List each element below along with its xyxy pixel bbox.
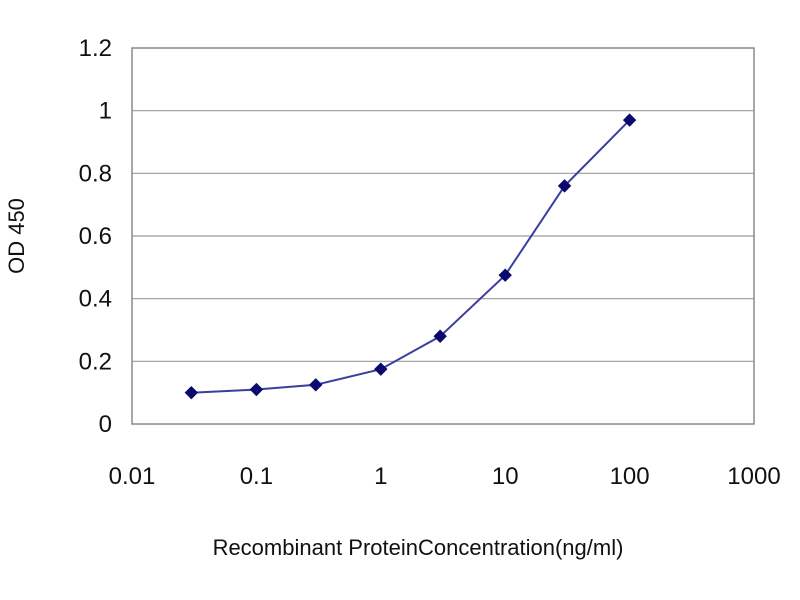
y-tick-label: 0.8 (79, 160, 112, 187)
x-axis-title: Recombinant ProteinConcentration(ng/ml) (213, 535, 624, 560)
y-tick-label: 1.2 (79, 35, 112, 62)
series-line (191, 119, 631, 394)
x-tick-label: 10 (492, 463, 519, 490)
y-tick-label: 0 (99, 411, 112, 438)
x-tick-label: 0.01 (109, 463, 156, 490)
y-tick-label: 1 (99, 98, 112, 125)
x-tick-label: 0.1 (240, 463, 273, 490)
x-tick-label: 1 (374, 463, 387, 490)
data-point (498, 268, 512, 282)
y-axis-title: OD 450 (4, 198, 29, 274)
plot-area (131, 47, 755, 425)
y-tick-label: 0.2 (79, 348, 112, 375)
data-point (249, 382, 264, 397)
x-tick-label: 1000 (727, 463, 780, 490)
gridlines (132, 110, 754, 362)
x-tick-label: 100 (610, 463, 650, 490)
data-point (622, 113, 637, 127)
data-point (309, 378, 323, 392)
y-tick-labels: 0 0.2 0.4 0.6 0.8 1 1.2 (79, 35, 112, 438)
data-point (557, 179, 572, 193)
y-tick-label: 0.6 (79, 223, 112, 250)
data-point (433, 329, 447, 343)
data-point (374, 362, 388, 376)
x-tick-labels: 0.01 0.1 1 10 100 1000 (109, 463, 781, 490)
data-point (184, 385, 199, 400)
series (184, 113, 637, 400)
y-tick-label: 0.4 (79, 286, 112, 313)
